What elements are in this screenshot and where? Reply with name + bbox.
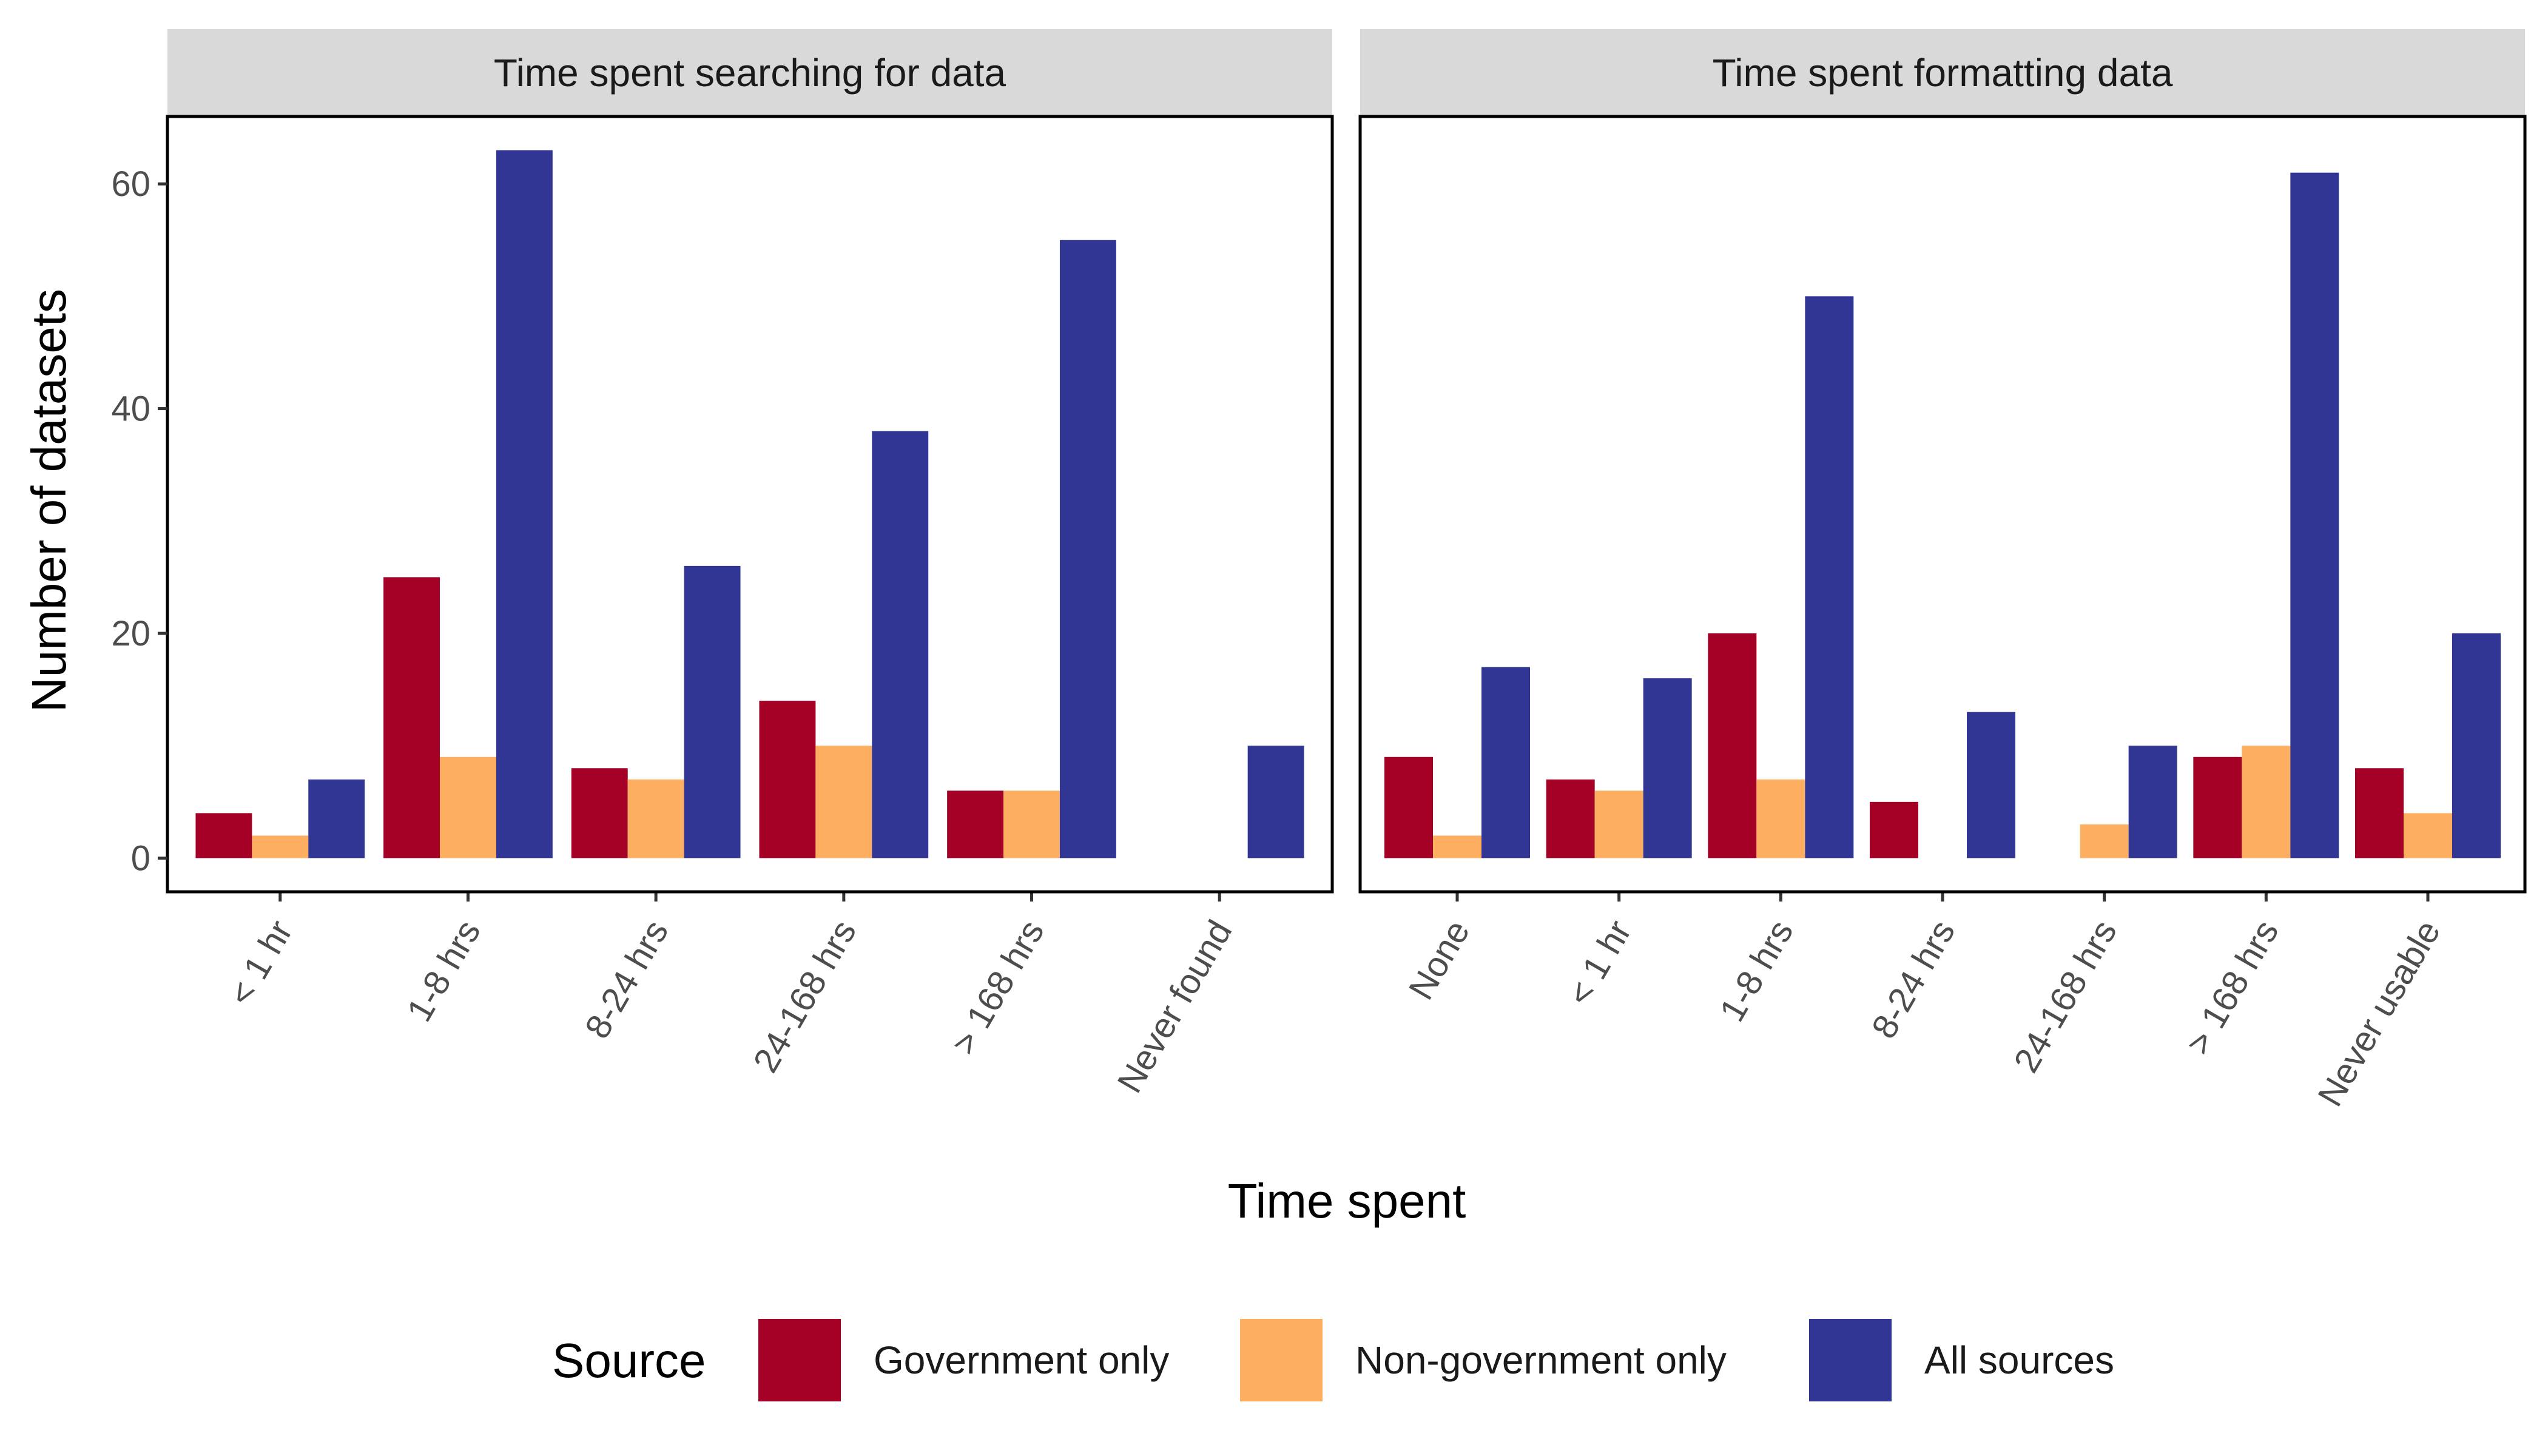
bar-government-only-24-168-hrs: [759, 701, 816, 858]
bar-government-only-1-8-hrs: [1708, 633, 1757, 858]
bar-government-only-never-usable: [2355, 768, 2404, 858]
bar-all-sources-168-hrs: [2290, 172, 2339, 858]
x-tick-label: 1-8 hrs: [399, 914, 488, 1028]
bar-non-government-only-24-168-hrs: [2080, 824, 2129, 858]
x-tick-label: 8-24 hrs: [578, 914, 676, 1045]
legend-label-government-only: Government only: [874, 1338, 1169, 1382]
x-tick-label: < 1 hr: [1560, 914, 1639, 1012]
bar-non-government-only-none: [1433, 835, 1481, 858]
bar-non-government-only-8-24-hrs: [627, 779, 684, 858]
y-axis-title: Number of datasets: [22, 289, 76, 712]
bar-non-government-only-24-168-hrs: [815, 746, 872, 858]
bar-all-sources-168-hrs: [1059, 240, 1116, 858]
bar-government-only-none: [1384, 757, 1433, 858]
legend-label-non-government-only: Non-government only: [1355, 1338, 1727, 1382]
panels: Time spent searching for data < 1 hr 1-8 h…: [111, 29, 2527, 1113]
bar-all-sources-1-hr: [1643, 678, 1692, 858]
bar-non-government-only-1-8-hrs: [440, 757, 496, 858]
x-tick-label: 1-8 hrs: [1712, 914, 1801, 1028]
y-tick-label: 60: [111, 164, 150, 204]
bar-non-government-only-168-hrs: [2242, 746, 2291, 858]
x-tick-label: > 168 hrs: [944, 914, 1052, 1061]
bar-government-only-168-hrs: [947, 790, 1004, 858]
legend-key-all-sources: [1807, 1316, 1894, 1404]
bar-non-government-only-1-hr: [252, 835, 309, 858]
bar-non-government-only-168-hrs: [1003, 790, 1060, 858]
panel-2: Time spent formatting data None < 1 hr 1-8 …: [1358, 29, 2527, 1113]
bar-government-only-1-8-hrs: [383, 577, 440, 858]
bar-all-sources-never-usable: [2452, 633, 2501, 858]
x-tick-label: 8-24 hrs: [1864, 914, 1963, 1045]
bar-all-sources-1-8-hrs: [1805, 296, 1854, 858]
x-tick-label: Never found: [1110, 914, 1239, 1099]
x-axis-title: Time spent: [1228, 1174, 1466, 1228]
y-tick-label: 20: [111, 614, 150, 653]
legend-key-non-government-only: [1238, 1316, 1325, 1404]
bar-government-only-1-hr: [1546, 779, 1595, 858]
x-tick-label: Never usable: [2310, 914, 2448, 1113]
bar-government-only-168-hrs: [2193, 757, 2242, 858]
bar-non-government-only-never-usable: [2404, 813, 2452, 858]
panel-border: [1358, 115, 2527, 894]
bar-government-only-8-24-hrs: [571, 768, 628, 858]
bar-all-sources-1-hr: [308, 779, 365, 858]
x-tick-label: 24-168 hrs: [746, 914, 864, 1079]
x-tick-label: 24-168 hrs: [2006, 914, 2125, 1079]
bar-all-sources-1-8-hrs: [496, 150, 553, 858]
bar-non-government-only-1-8-hrs: [1756, 779, 1805, 858]
legend-label-all-sources: All sources: [1924, 1338, 2114, 1382]
bar-government-only-1-hr: [195, 813, 252, 858]
x-tick-label: None: [1401, 914, 1478, 1006]
bar-government-only-8-24-hrs: [1870, 801, 1918, 858]
panel-1: Time spent searching for data < 1 hr 1-8 h…: [111, 29, 1334, 1099]
bar-all-sources-8-24-hrs: [1967, 712, 2015, 858]
panel-border: [166, 115, 1334, 894]
bar-non-government-only-1-hr: [1594, 790, 1643, 858]
bar-all-sources-8-24-hrs: [684, 565, 741, 858]
panel-title: Time spent searching for data: [494, 51, 1006, 95]
bar-all-sources-24-168-hrs: [2128, 746, 2177, 858]
bar-all-sources-24-168-hrs: [872, 431, 929, 858]
y-tick-label: 40: [111, 389, 150, 429]
legend-key-government-only: [756, 1316, 843, 1404]
x-tick-label: > 168 hrs: [2179, 914, 2287, 1061]
x-tick-label: < 1 hr: [221, 914, 300, 1012]
y-tick-label: 0: [131, 838, 150, 878]
panel-title: Time spent formatting data: [1713, 51, 2173, 95]
panel-strip: [1360, 29, 2525, 116]
panel-strip: [167, 29, 1332, 116]
legend-title: Source: [552, 1333, 706, 1387]
bar-all-sources-none: [1481, 667, 1530, 858]
bar-all-sources-never-found: [1247, 746, 1304, 858]
legend: Source Government only Non-government onl…: [552, 1316, 2114, 1404]
